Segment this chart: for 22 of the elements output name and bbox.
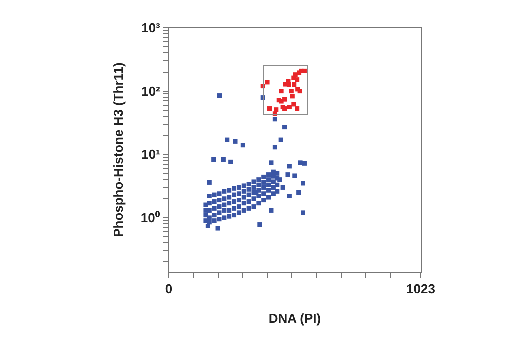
point — [290, 94, 295, 99]
point — [287, 105, 292, 110]
point — [302, 68, 307, 74]
point — [286, 82, 292, 87]
point — [289, 89, 294, 94]
point — [295, 78, 300, 82]
point — [279, 89, 284, 94]
point — [268, 106, 272, 112]
point — [282, 97, 288, 102]
y-tick-label: 10⁰ — [140, 210, 160, 226]
point — [292, 82, 297, 87]
x-tick-label: 1023 — [406, 282, 436, 297]
x-axis-title: DNA (PI) — [268, 311, 322, 326]
point — [292, 102, 296, 107]
y-tick-label: 10³ — [142, 20, 162, 36]
x-tick-label: 0 — [165, 282, 173, 297]
y-axis-title: Phospho-Histone H3 (Thr11) — [110, 62, 126, 238]
point — [295, 106, 300, 112]
y-tick-label: 10¹ — [142, 147, 160, 162]
y-tick-label: 10² — [142, 84, 162, 99]
point — [274, 108, 279, 112]
point — [265, 80, 270, 85]
